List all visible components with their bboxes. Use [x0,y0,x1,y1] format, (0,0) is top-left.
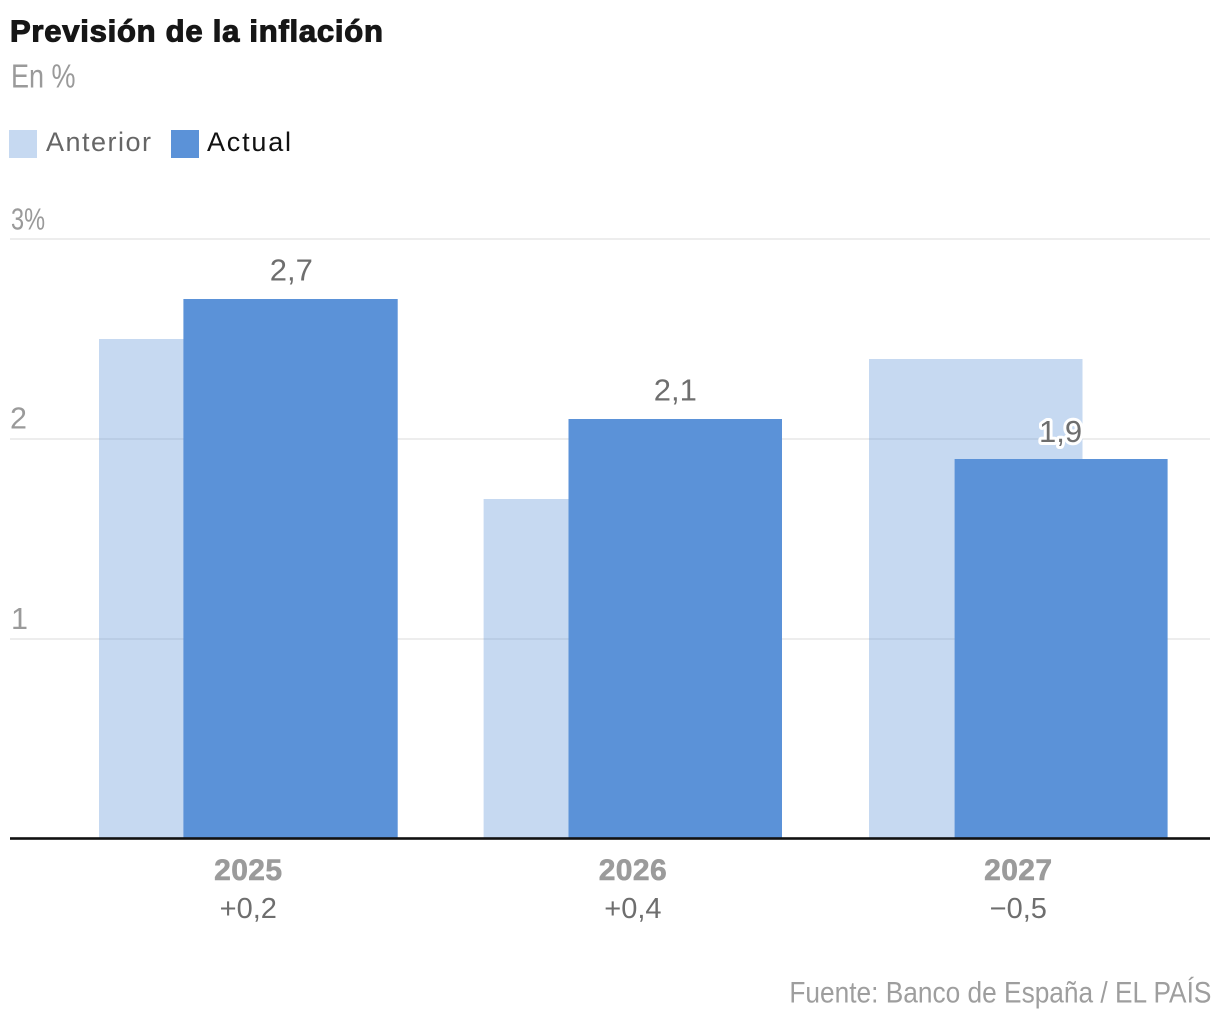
svg-text:2,1: 2,1 [654,372,697,407]
svg-text:2026: 2026 [599,854,667,887]
svg-text:1: 1 [11,602,28,636]
svg-text:2: 2 [10,402,27,436]
svg-text:2025: 2025 [214,854,282,887]
svg-text:Previsión de la inflación: Previsión de la inflación [10,14,384,49]
svg-text:2,7: 2,7 [270,252,313,287]
svg-text:Anterior: Anterior [46,127,153,157]
svg-text:3%: 3% [11,201,45,236]
svg-text:Fuente: Banco de España / EL P: Fuente: Banco de España / EL PAÍS [789,976,1211,1009]
svg-text:+0,4: +0,4 [604,893,661,925]
svg-text:En %: En % [11,57,76,94]
svg-text:+0,2: +0,2 [220,893,277,925]
svg-text:2027: 2027 [984,854,1052,887]
svg-text:Actual: Actual [207,127,293,157]
svg-text:1,9: 1,9 [1039,414,1082,449]
svg-text:−0,5: −0,5 [990,893,1047,925]
